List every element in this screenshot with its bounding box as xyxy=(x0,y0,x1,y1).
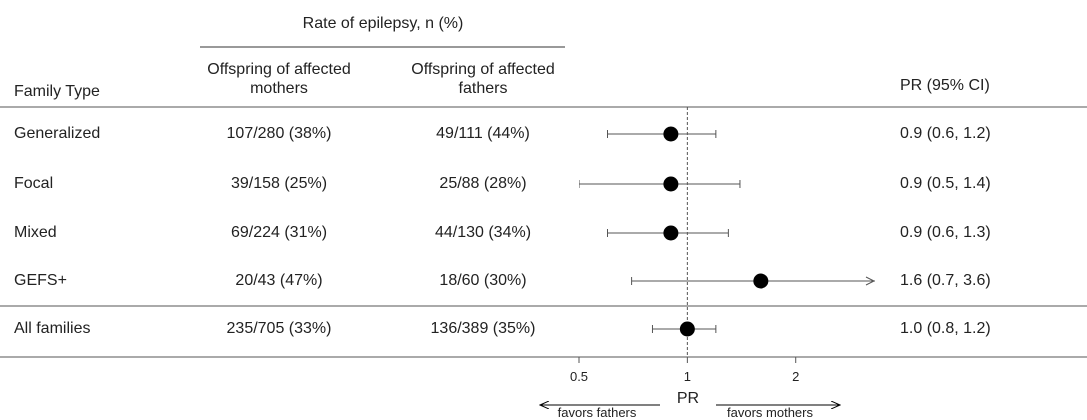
fathers-cell: 18/60 (30%) xyxy=(439,272,527,289)
column-header: Offspring of affected fathers xyxy=(411,61,555,97)
mothers-cell: 107/280 (38%) xyxy=(226,125,332,142)
family-label: All families xyxy=(14,320,91,337)
column-header: PR (95% CI) xyxy=(900,77,990,94)
annotation: favors mothers xyxy=(727,405,813,420)
fathers-cell: 136/389 (35%) xyxy=(430,320,536,337)
pr-label: 0.9 (0.6, 1.3) xyxy=(900,224,991,241)
point-estimate xyxy=(663,176,679,192)
group-header: Rate of epilepsy, n (%) xyxy=(302,15,464,32)
x-tick-label: 1 xyxy=(683,369,691,384)
column-header: Offspring of affected mothers xyxy=(207,61,351,97)
x-tick-label: 2 xyxy=(792,369,800,384)
annotation: favors fathers xyxy=(557,405,637,420)
x-axis-label: PR xyxy=(676,390,700,407)
pr-label: 0.9 (0.5, 1.4) xyxy=(900,175,991,192)
family-label: Focal xyxy=(14,175,54,192)
point-estimate xyxy=(663,126,679,142)
family-label: GEFS+ xyxy=(14,272,67,289)
plot-area xyxy=(579,130,875,333)
pr-label: 0.9 (0.6, 1.2) xyxy=(900,125,991,142)
fathers-cell: 44/130 (34%) xyxy=(434,224,532,241)
point-estimate xyxy=(663,225,679,241)
fathers-cell: 25/88 (28%) xyxy=(439,175,527,192)
x-tick-label: 0.5 xyxy=(569,369,589,384)
fathers-cell: 49/111 (44%) xyxy=(436,125,530,142)
family-label: Mixed xyxy=(14,224,57,241)
mothers-cell: 39/158 (25%) xyxy=(230,175,328,192)
mothers-cell: 69/224 (31%) xyxy=(230,224,328,241)
column-header: Family Type xyxy=(14,83,100,100)
pr-label: 1.6 (0.7, 3.6) xyxy=(900,272,991,289)
mothers-cell: 235/705 (33%) xyxy=(226,320,332,337)
point-estimate xyxy=(679,321,695,337)
ci-arrow xyxy=(865,276,876,286)
point-estimate xyxy=(753,273,769,289)
family-label: Generalized xyxy=(14,125,101,142)
mothers-cell: 20/43 (47%) xyxy=(235,272,323,289)
pr-label: 1.0 (0.8, 1.2) xyxy=(900,320,991,337)
